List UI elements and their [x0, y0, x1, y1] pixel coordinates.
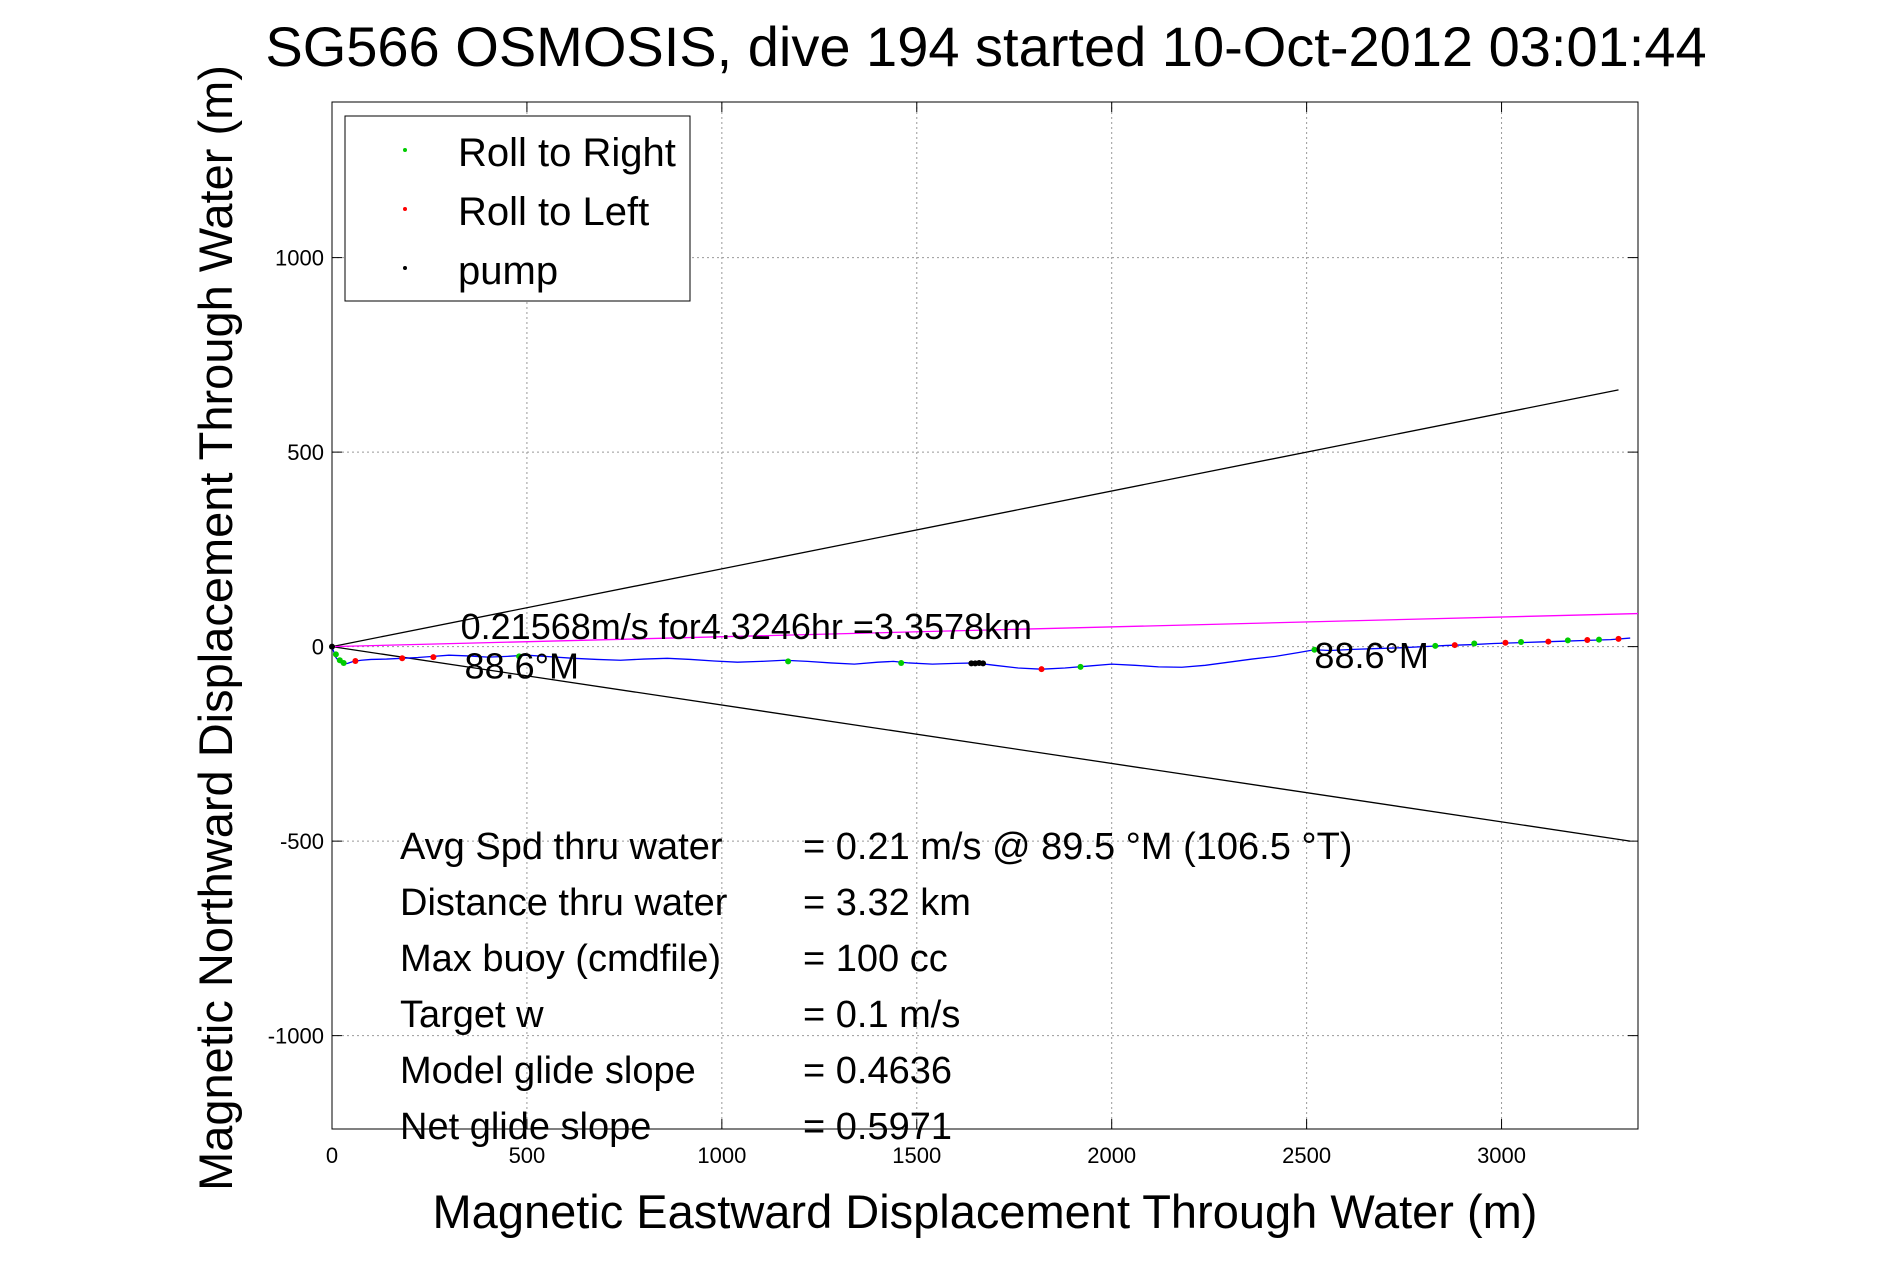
legend-box [344, 115, 691, 302]
stat-value-4: = 0.4636 [803, 1050, 952, 1092]
y-tick-label: -500 [280, 829, 324, 854]
marker-roll-right-8 [1432, 642, 1439, 649]
stat-value-5: = 0.5971 [803, 1106, 952, 1148]
marker-roll-left-3 [1038, 666, 1045, 673]
marker-roll-right-0 [332, 651, 339, 658]
reference-lines [331, 389, 1639, 842]
plot-frame [331, 101, 1639, 1130]
series-line-0 [331, 637, 1631, 670]
marker-roll-right-10 [1518, 638, 1525, 645]
x-axis-label: Magnetic Eastward Displacement Through W… [433, 1185, 1538, 1238]
stat-label-4: Model glide slope [400, 1050, 696, 1092]
stat-label-0: Avg Spd thru water [400, 826, 723, 868]
stat-value-1: = 3.32 km [803, 882, 971, 924]
series-layer [331, 637, 1631, 670]
x-tick-label: 3000 [1477, 1143, 1526, 1168]
marker-roll-left-7 [1584, 637, 1591, 644]
legend-label-0: Roll to Right [458, 131, 676, 175]
y-tick-label: 0 [312, 635, 324, 660]
marker-roll-left-1 [399, 655, 406, 662]
x-tick-label: 1000 [697, 1143, 746, 1168]
y-tick-label: -1000 [268, 1024, 324, 1049]
reference-line-0 [331, 389, 1619, 648]
marker-roll-left-8 [1615, 635, 1622, 642]
x-tick-label: 1500 [892, 1143, 941, 1168]
x-tick-label: 2500 [1282, 1143, 1331, 1168]
stat-label-3: Target w [400, 994, 544, 1036]
stat-value-3: = 0.1 m/s [803, 994, 960, 1036]
annotation-2: 88.6°M [1314, 635, 1428, 676]
legend-label-2: pump [458, 249, 558, 293]
chart-title: SG566 OSMOSIS, dive 194 started 10-Oct-2… [265, 15, 1706, 78]
marker-roll-left-6 [1545, 638, 1552, 645]
marker-roll-right-4 [785, 658, 792, 665]
marker-roll-right-2 [340, 659, 347, 666]
legend: Roll to Right Roll to Left pump [344, 115, 691, 302]
marker-roll-left-4 [1451, 642, 1458, 649]
y-tick-label: 500 [287, 440, 324, 465]
marker-pump-0 [329, 643, 335, 650]
marker-roll-right-12 [1596, 636, 1603, 643]
marker-roll-left-0 [352, 658, 359, 665]
x-tick-label: 500 [509, 1143, 546, 1168]
annotation-1: 88.6°M [465, 646, 579, 687]
annotation-0: 0.21568m/s for4.3246hr =3.3578km [461, 606, 1032, 647]
y-tick-label: 1000 [275, 246, 324, 271]
x-tick-labels: 0 500 1000 1500 2000 2500 3000 [326, 1143, 1526, 1168]
legend-label-1: Roll to Left [458, 190, 649, 234]
legend-marker-0 [403, 148, 407, 152]
stat-label-1: Distance thru water [400, 882, 728, 924]
axis-ticks [331, 102, 1638, 1129]
y-axis-label: Magnetic Northward Displacement Through … [189, 65, 242, 1191]
stat-label-5: Net glide slope [400, 1106, 651, 1148]
marker-roll-left-2 [430, 654, 437, 661]
y-tick-labels: -1000 -500 0 500 1000 [268, 246, 324, 1049]
legend-marker-2 [403, 266, 407, 270]
marker-pump-4 [980, 660, 987, 667]
x-tick-label: 0 [326, 1143, 338, 1168]
x-tick-label: 2000 [1087, 1143, 1136, 1168]
reference-line-1 [331, 645, 1631, 842]
reference-line-2 [331, 612, 1639, 648]
marker-roll-right-7 [1311, 646, 1318, 653]
marker-roll-right-9 [1471, 640, 1478, 647]
marker-roll-left-5 [1502, 639, 1509, 646]
markers-layer [329, 635, 1622, 673]
stats-block: Avg Spd thru water = 0.21 m/s @ 89.5 °M (… [400, 826, 1352, 1148]
marker-roll-right-11 [1564, 637, 1571, 644]
legend-marker-1 [403, 207, 407, 211]
marker-roll-right-5 [898, 659, 905, 666]
stat-label-2: Max buoy (cmdfile) [400, 938, 721, 980]
stat-value-0: = 0.21 m/s @ 89.5 °M (106.5 °T) [803, 826, 1352, 868]
marker-roll-right-6 [1077, 663, 1084, 670]
marker-roll-right-3 [516, 653, 523, 660]
grid [332, 102, 1638, 1129]
stat-value-2: = 100 cc [803, 938, 948, 980]
